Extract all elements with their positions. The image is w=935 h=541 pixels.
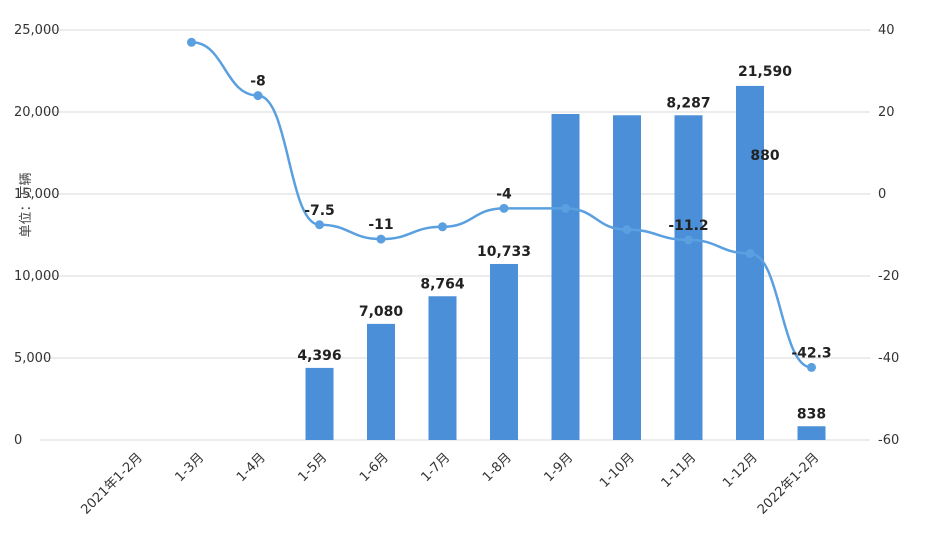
left-tick-label: 0	[14, 433, 22, 448]
line-point	[253, 91, 263, 101]
category-label: 1-3月	[173, 450, 208, 485]
line-value-label: -11.2	[668, 218, 708, 234]
line-point	[376, 234, 386, 244]
category-label: 1-7月	[419, 450, 454, 485]
line-series	[187, 37, 816, 372]
right-tick-label: 0	[878, 187, 886, 202]
line-value-label: -11	[368, 217, 393, 233]
bar	[305, 367, 334, 440]
bar-value-label: 8,764	[420, 276, 465, 292]
line-value-label: -7.5	[304, 203, 335, 219]
right-tick-label: -60	[878, 433, 899, 448]
category-label: 1-4月	[234, 450, 269, 485]
category-labels: 2021年1-2月 1-3月 1-4月 1-5月 1-6月 1-7月 1-8月 1-9月 1-1…	[78, 450, 822, 517]
bar	[674, 115, 703, 440]
bar	[428, 296, 457, 440]
line-point	[622, 225, 632, 235]
category-label: 1-8月	[480, 450, 515, 485]
category-label: 2022年1-2月	[755, 450, 822, 517]
category-label: 1-5月	[296, 450, 331, 485]
line-point	[745, 248, 755, 258]
left-axis-ticks: 0 5,000 10,000 15,000 20,000 25,000	[14, 23, 60, 448]
line-point	[315, 220, 324, 230]
category-label: 2021年1-2月	[78, 450, 145, 517]
line-value-label: -4	[496, 186, 512, 202]
bar-value-label: 4,396	[297, 348, 341, 364]
bar	[551, 114, 580, 440]
left-tick-label: 15,000	[14, 187, 60, 202]
bar	[490, 263, 518, 440]
line-value-label: -42.3	[791, 345, 831, 361]
line-point	[561, 203, 570, 213]
right-tick-label: 20	[878, 105, 895, 120]
left-tick-label: 20,000	[14, 105, 60, 120]
bar-value-label: 838	[797, 406, 826, 422]
left-tick-label: 25,000	[14, 23, 60, 38]
line-point	[187, 37, 196, 47]
bar	[613, 115, 641, 440]
category-label: 1-9月	[542, 450, 577, 485]
top-value-label: 21,590	[738, 64, 792, 80]
line-value-label: -8	[250, 74, 266, 90]
category-label: 1-10月	[597, 450, 638, 491]
bar	[797, 426, 826, 440]
bar-value-label: 8,287	[666, 95, 710, 111]
right-axis-ticks: -60 -40 -20 0 20 40	[878, 23, 899, 448]
category-label: 1-12月	[720, 450, 761, 491]
line-point	[807, 362, 816, 372]
bar-series	[305, 85, 826, 440]
line-value-labels: -8 -7.5 -11 -4 -11.2 -42.3	[250, 74, 831, 362]
bar-value-labels: 4,396 7,080 8,764 10,733 8,287 838	[297, 95, 826, 422]
category-label: 1-11月	[659, 450, 700, 491]
line-point	[684, 235, 693, 245]
left-tick-label: 5,000	[14, 351, 51, 366]
line-point	[499, 203, 509, 213]
bar	[736, 85, 764, 440]
bar	[367, 323, 395, 440]
upper-right-label: 880	[750, 148, 779, 164]
line-point	[438, 222, 447, 232]
right-tick-label: 40	[878, 23, 895, 38]
bar-value-label: 7,080	[359, 304, 404, 320]
right-tick-label: -20	[878, 269, 899, 284]
left-axis-label: 单位：万辆	[19, 172, 34, 237]
right-tick-label: -40	[878, 351, 899, 366]
category-label: 1-6月	[357, 450, 392, 485]
bar-value-label: 10,733	[477, 244, 531, 260]
left-tick-label: 10,000	[14, 269, 60, 284]
gridlines	[40, 29, 870, 441]
